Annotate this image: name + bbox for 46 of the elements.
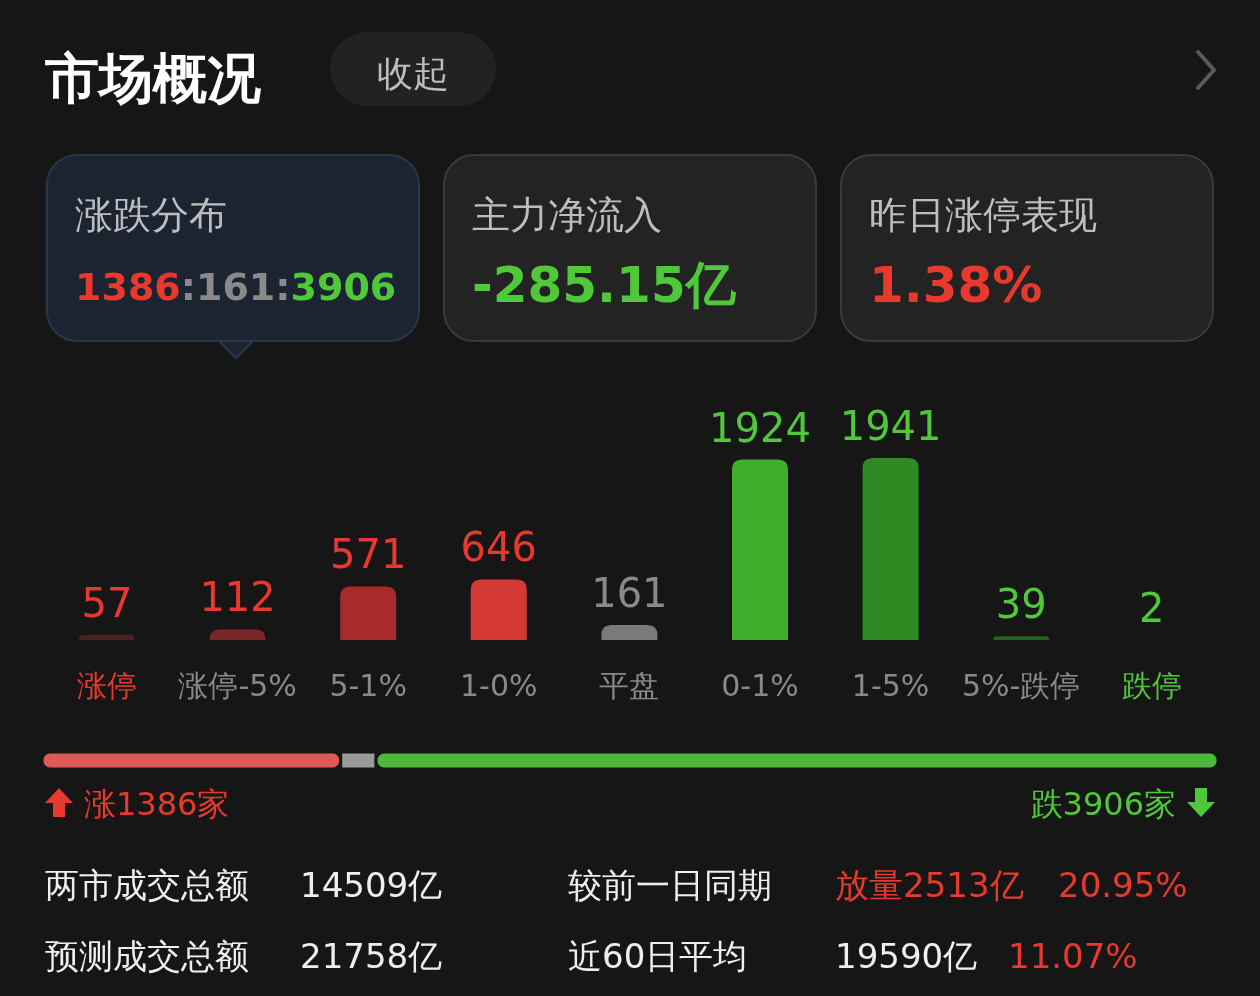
text: 21758亿 bbox=[300, 936, 443, 976]
text: 主力净流入 bbox=[472, 193, 662, 237]
x-tick-label: 涨停-5% bbox=[178, 668, 297, 703]
text: 1.38% bbox=[869, 256, 1043, 314]
bar bbox=[470, 579, 527, 640]
x-tick-label: 1-5% bbox=[851, 668, 930, 703]
text: 昨日涨停表现 bbox=[869, 193, 1097, 237]
data-label: 112 bbox=[199, 574, 276, 621]
data-label: 1941 bbox=[839, 403, 942, 449]
x-tick-label: 5%-跌停 bbox=[961, 668, 1081, 703]
text: 14509亿 bbox=[300, 865, 443, 905]
data-label: 161 bbox=[591, 569, 668, 616]
text: 19590亿 bbox=[835, 936, 978, 976]
data-label: 39 bbox=[995, 581, 1047, 628]
text: 涨跌分布 bbox=[75, 193, 227, 237]
text: 20.95% bbox=[1058, 865, 1188, 905]
text: 放量2513亿 bbox=[835, 865, 1024, 905]
data-label: 646 bbox=[460, 524, 537, 571]
data-label: 57 bbox=[81, 579, 133, 626]
text: 两市成交总额 bbox=[45, 865, 249, 905]
text: 跌3906家 bbox=[1030, 785, 1176, 823]
text: 预测成交总额 bbox=[45, 936, 249, 976]
text: 涨1386家 bbox=[84, 785, 230, 823]
x-tick-label: 跌停 bbox=[1121, 668, 1182, 703]
x-tick-label: 1-0% bbox=[460, 668, 538, 703]
bar bbox=[209, 629, 266, 640]
bar bbox=[862, 458, 919, 640]
text: 收起 bbox=[377, 53, 449, 94]
x-tick-label: 5-1% bbox=[329, 668, 407, 703]
text: -285.15亿 bbox=[472, 256, 737, 314]
text: 11.07% bbox=[1008, 936, 1138, 976]
text: 近60日平均 bbox=[568, 936, 748, 976]
data-label: 1924 bbox=[709, 404, 811, 451]
bar bbox=[601, 624, 658, 640]
bar bbox=[79, 634, 135, 640]
x-tick-label: 涨停 bbox=[77, 668, 137, 703]
bar bbox=[732, 459, 788, 640]
data-label: 2 bbox=[1139, 584, 1165, 631]
data-label: 571 bbox=[330, 531, 407, 578]
text: 较前一日同期 bbox=[568, 865, 772, 905]
x-tick-label: 0-1% bbox=[721, 668, 799, 703]
bar bbox=[340, 586, 397, 640]
text: 市场概况 bbox=[44, 47, 261, 110]
x-tick-label: 平盘 bbox=[599, 668, 660, 703]
bar bbox=[993, 636, 1050, 640]
text: 1386:161:3906 bbox=[75, 265, 397, 309]
